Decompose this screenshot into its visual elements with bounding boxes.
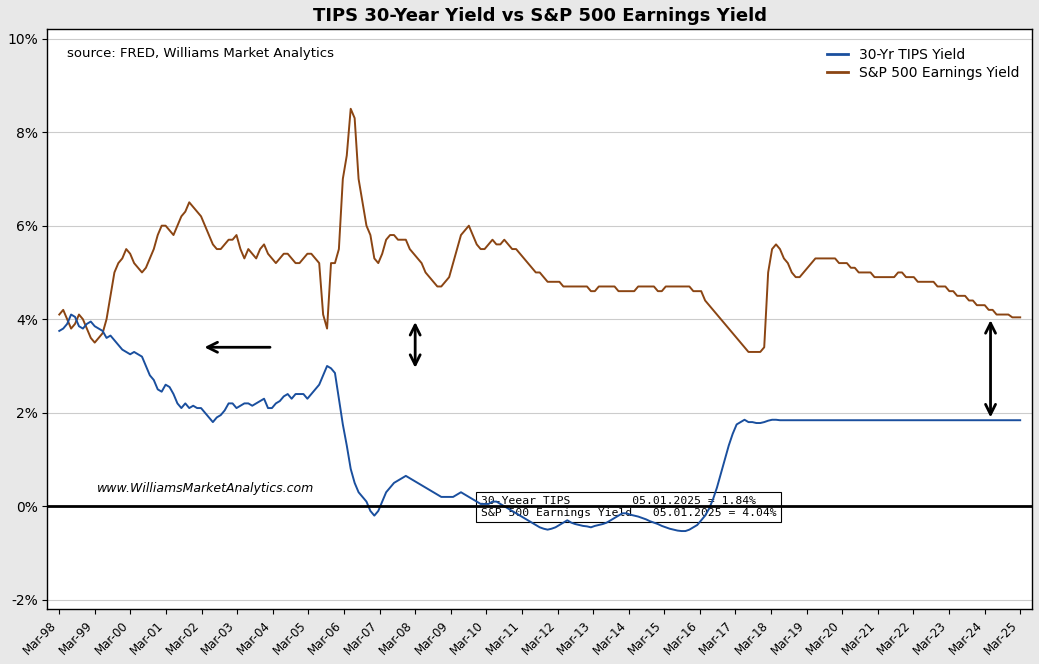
Legend: 30-Yr TIPS Yield, S&P 500 Earnings Yield: 30-Yr TIPS Yield, S&P 500 Earnings Yield — [822, 42, 1025, 85]
Title: TIPS 30-Year Yield vs S&P 500 Earnings Yield: TIPS 30-Year Yield vs S&P 500 Earnings Y… — [313, 7, 767, 25]
Text: source: FRED, Williams Market Analytics: source: FRED, Williams Market Analytics — [68, 46, 335, 60]
Text: 30-Yeear TIPS         05.01.2025 = 1.84%
S&P 500 Earnings Yield   05.01.2025 = 4: 30-Yeear TIPS 05.01.2025 = 1.84% S&P 500… — [481, 496, 776, 518]
Text: www.WilliamsMarketAnalytics.com: www.WilliamsMarketAnalytics.com — [97, 481, 314, 495]
